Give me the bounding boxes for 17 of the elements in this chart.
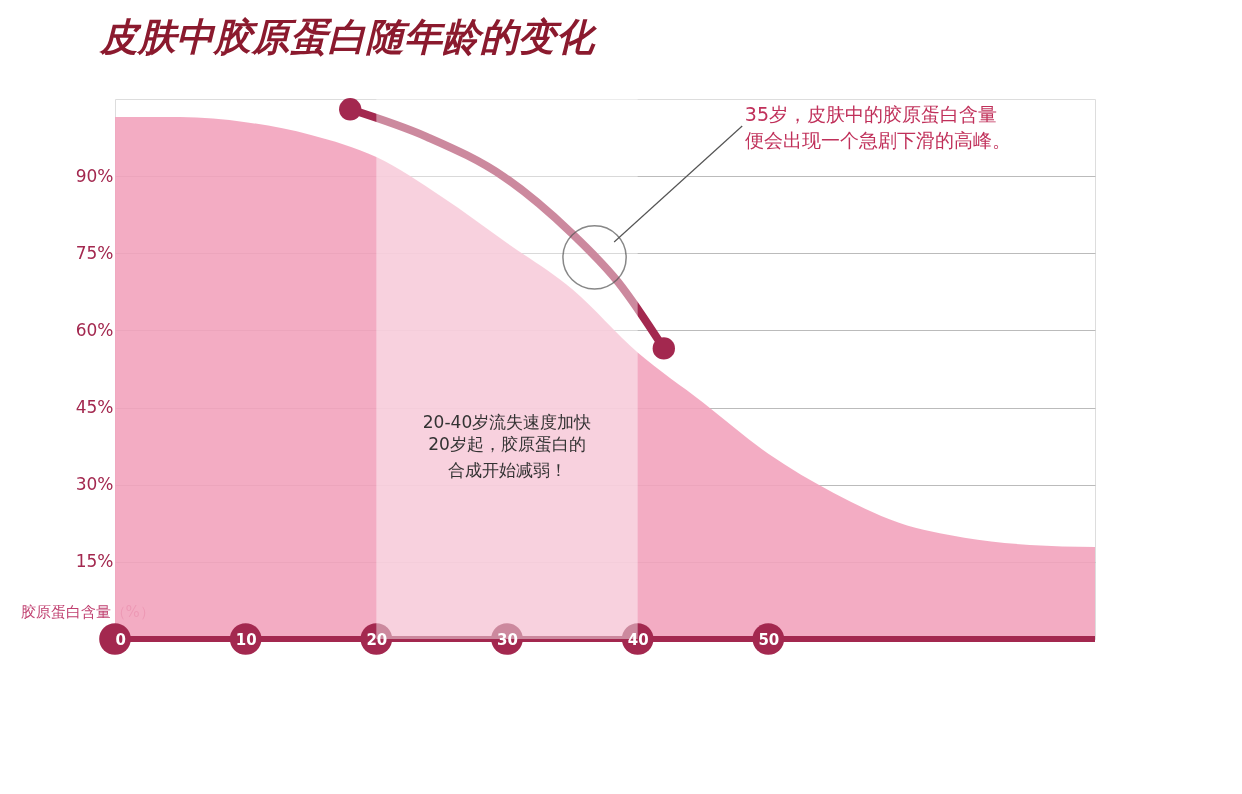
y-tick-label: 15% (75, 551, 114, 572)
x-tick-label: 50 (758, 630, 780, 649)
y-tick-label: 60% (75, 319, 114, 340)
x-tick-label: 30 (497, 630, 518, 649)
annotation: 35岁，皮肤中的胶原蛋白含量便会出现一个急剧下滑的高峰。 (744, 103, 1011, 152)
y-axis-title: 胶原蛋白含量（%） (20, 602, 155, 621)
y-tick-label: 90% (75, 165, 114, 186)
x-tick-label: 10 (235, 630, 257, 649)
x-tick-label: 40 (627, 630, 649, 649)
annotation: 20岁起，胶原蛋白的合成开始减弱！ (428, 434, 586, 480)
y-tick-label: 45% (75, 397, 114, 418)
band-label: 20-40岁流失速度加快 (422, 412, 592, 432)
x-tick-label: 0 (115, 630, 126, 649)
y-tick-label: 75% (75, 242, 114, 263)
y-tick-label: 30% (75, 474, 114, 495)
chart-title: 皮肤中胶原蛋白随年龄的变化 (99, 15, 597, 60)
x-tick-label: 20 (366, 630, 388, 649)
